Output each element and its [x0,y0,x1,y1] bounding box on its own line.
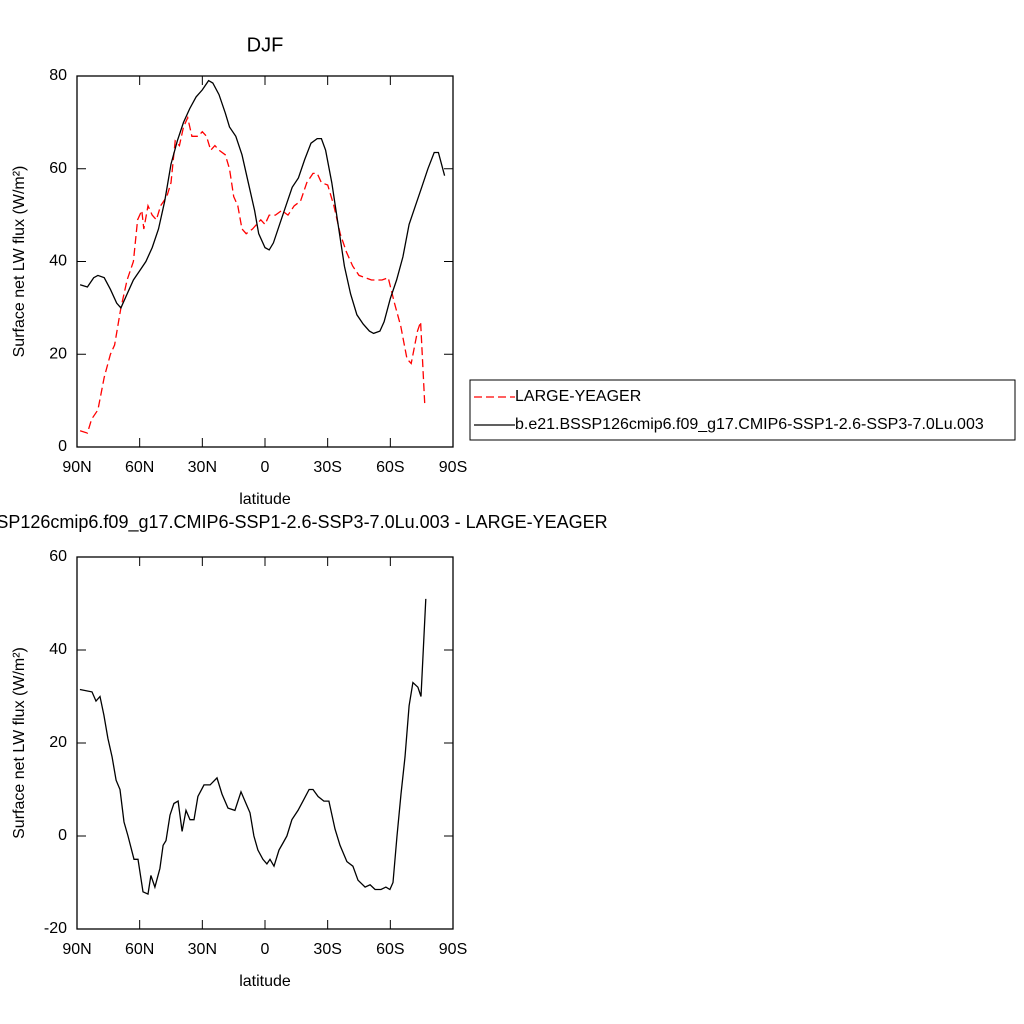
x-tick-label: 90N [62,941,91,958]
y-tick-label: -20 [44,920,67,937]
data-line [79,598,427,896]
x-tick-label: 30N [188,459,217,476]
legend-box [469,379,1016,441]
y-tick-label: 20 [49,734,67,751]
y-tick-label: 80 [49,67,67,84]
legend-label: b.e21.BSSP126cmip6.f09_g17.CMIP6-SSP1-2.… [515,416,984,433]
x-tick-label: 60N [125,941,154,958]
y-tick-label: 60 [49,160,67,177]
plot-frame [76,556,454,930]
x-tick-label: 30N [188,941,217,958]
y-tick-label: 40 [49,253,67,270]
data-line [79,115,426,434]
x-axis-label: latitude [239,491,291,508]
y-tick-label: 0 [58,827,67,844]
chart-title: DJF [247,34,284,56]
y-axis-label: Surface net LW flux (W/m²) [11,647,28,839]
x-tick-label: 90N [62,459,91,476]
x-axis-label: latitude [239,973,291,990]
y-axis-label: Surface net LW flux (W/m²) [11,166,28,358]
y-tick-label: 60 [49,548,67,565]
x-tick-label: 60S [376,941,404,958]
y-tick-label: 40 [49,641,67,658]
data-line [79,79,446,335]
x-tick-label: 90S [439,459,467,476]
x-tick-label: 30S [313,941,341,958]
x-tick-label: 90S [439,941,467,958]
x-tick-label: 30S [313,459,341,476]
x-tick-label: 0 [261,941,270,958]
y-tick-label: 20 [49,345,67,362]
x-tick-label: 0 [261,459,270,476]
legend-label: LARGE-YEAGER [515,388,641,405]
x-tick-label: 60S [376,459,404,476]
y-tick-label: 0 [58,438,67,455]
x-tick-label: 60N [125,459,154,476]
chart-title: b.e21.BSSP126cmip6.f09_g17.CMIP6-SSP1-2.… [0,512,608,533]
